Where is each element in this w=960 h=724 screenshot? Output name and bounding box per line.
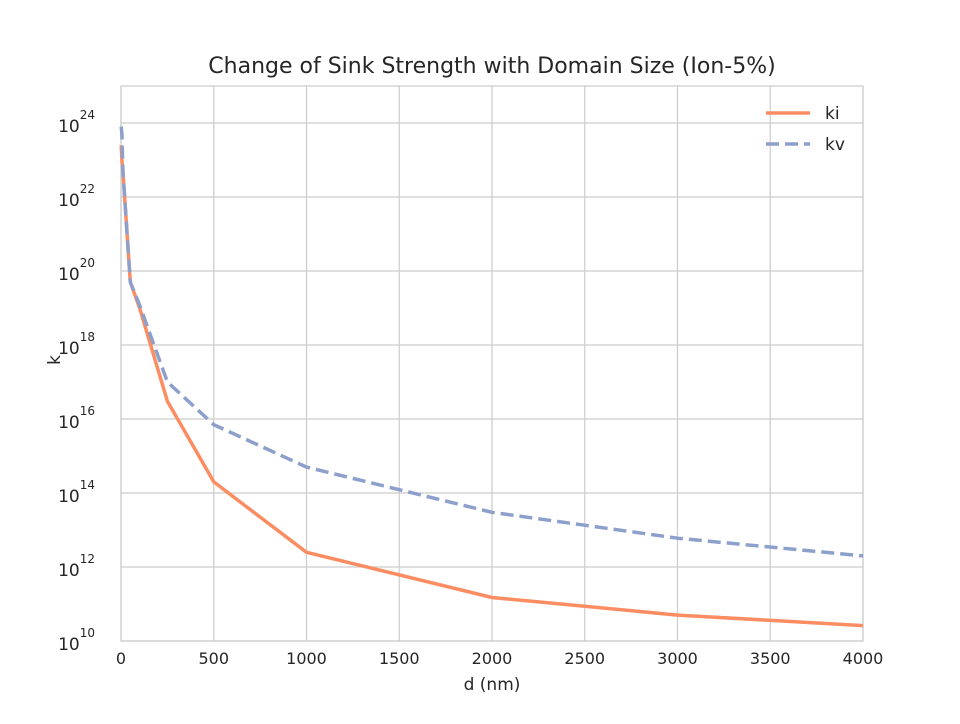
y-tick-exponent: 12 [80, 552, 95, 566]
y-tick-exponent: 24 [80, 108, 95, 122]
y-tick-base: 10 [58, 117, 80, 137]
y-tick-label: 1016 [58, 404, 95, 433]
y-tick-label: 1014 [58, 478, 95, 507]
grid-lines [120, 86, 864, 642]
y-tick-base: 10 [58, 265, 80, 285]
y-tick-label: 1012 [58, 552, 95, 581]
chart-title: Change of Sink Strength with Domain Size… [208, 54, 775, 79]
series-lines [119, 126, 864, 628]
x-tick-label: 3000 [657, 649, 698, 668]
x-tick-label: 2000 [472, 649, 513, 668]
plot-area-frame [120, 85, 864, 642]
y-tick-base: 10 [58, 561, 80, 581]
y-tick-label: 1020 [58, 256, 95, 285]
legend: ki kv [766, 104, 845, 155]
y-tick-base: 10 [58, 339, 80, 359]
x-tick-labels: 0 500 1000 1500 2000 2500 3000 3500 4000 [116, 649, 883, 668]
y-tick-label: 1010 [58, 626, 95, 655]
y-tick-exponent: 20 [80, 256, 95, 270]
y-tick-exponent: 22 [80, 182, 95, 196]
y-tick-label: 1024 [58, 108, 95, 137]
y-tick-base: 10 [58, 635, 80, 655]
y-tick-exponent: 10 [80, 626, 95, 640]
legend-label-ki: ki [825, 104, 840, 124]
x-tick-label: 500 [198, 649, 229, 668]
x-tick-label: 1000 [286, 649, 327, 668]
y-axis-label: k [45, 355, 65, 365]
y-tick-exponent: 16 [80, 404, 95, 418]
y-tick-base: 10 [58, 487, 80, 507]
x-tick-label: 2500 [564, 649, 605, 668]
x-tick-label: 0 [116, 649, 126, 668]
x-tick-label: 3500 [750, 649, 791, 668]
y-tick-exponent: 14 [80, 478, 95, 492]
y-tick-exponent: 18 [80, 330, 95, 344]
y-tick-label: 1022 [58, 182, 95, 211]
y-tick-base: 10 [58, 191, 80, 211]
y-tick-base: 10 [58, 413, 80, 433]
x-tick-label: 1500 [379, 649, 420, 668]
x-axis-label: d (nm) [464, 675, 521, 695]
x-tick-label: 4000 [843, 649, 884, 668]
y-tick-label: 1018 [58, 330, 95, 359]
legend-label-kv: kv [825, 135, 845, 155]
